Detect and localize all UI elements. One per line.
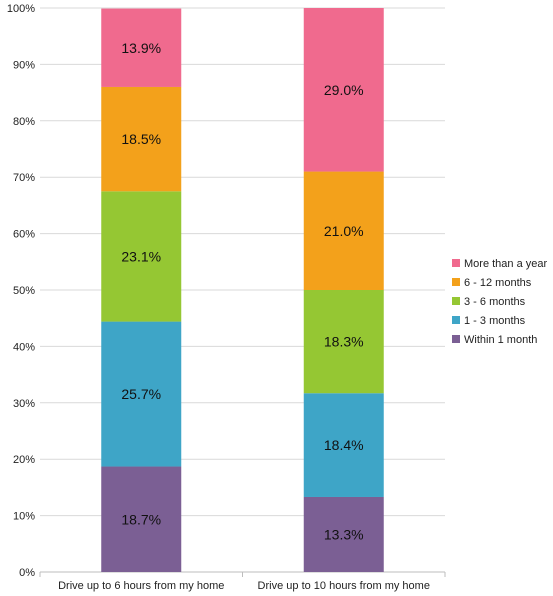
bar-segment [101, 466, 182, 572]
legend-swatch [452, 259, 460, 267]
gridlines [40, 7, 445, 573]
y-tick-label: 0% [19, 567, 35, 579]
x-tick-label: Drive up to 6 hours from my home [58, 580, 224, 592]
legend-label: 6 - 12 months [464, 277, 532, 289]
y-tick-label: 20% [13, 454, 35, 466]
bar-segment [101, 8, 182, 87]
legend-label: Within 1 month [464, 334, 537, 346]
bar-segment [101, 321, 182, 467]
y-tick-label: 50% [13, 285, 35, 297]
data-label: 25.7% [121, 386, 161, 402]
bar-segment [303, 393, 384, 497]
data-label: 18.4% [324, 437, 364, 453]
bar-segment [303, 171, 384, 290]
y-tick-label: 100% [7, 3, 35, 15]
x-axis: Drive up to 6 hours from my home Drive up… [39, 572, 446, 592]
y-tick-label: 90% [13, 59, 35, 71]
legend-label: 1 - 3 months [464, 315, 526, 327]
data-label: 18.5% [121, 131, 161, 147]
y-tick-label: 40% [13, 341, 35, 353]
data-label: 18.3% [324, 334, 364, 350]
legend-swatch [452, 335, 460, 343]
legend: More than a year 6 - 12 months 3 - 6 month… [452, 258, 547, 346]
data-label: 21.0% [324, 223, 364, 239]
data-label: 23.1% [121, 248, 161, 264]
bar-segment [101, 191, 182, 322]
bar-segment [303, 290, 384, 394]
bars [101, 8, 384, 572]
data-label: 13.3% [324, 526, 364, 542]
data-label: 29.0% [324, 82, 364, 98]
legend-label: 3 - 6 months [464, 296, 526, 308]
y-tick-label: 30% [13, 398, 35, 410]
x-tick-label: Drive up to 10 hours from my home [258, 580, 430, 592]
y-tick-label: 60% [13, 229, 35, 241]
legend-label: More than a year [464, 258, 547, 270]
y-tick-label: 70% [13, 172, 35, 184]
legend-swatch [452, 316, 460, 324]
legend-swatch [452, 297, 460, 305]
data-label: 13.9% [121, 40, 161, 56]
y-tick-label: 80% [13, 116, 35, 128]
bar-segment [303, 8, 384, 172]
bar-segment [303, 496, 384, 572]
bar-segment [101, 86, 182, 192]
data-label: 18.7% [121, 511, 161, 527]
legend-swatch [452, 278, 460, 286]
y-tick-label: 10% [13, 511, 35, 523]
data-labels: 18.7% 25.7% 23.1% 18.5% 13.9% 13.3% 18.4% 18.3%… [121, 40, 363, 543]
y-axis: 0% 10% 20% 30% 40% 50% 60% 70% 80% 90% 100% [7, 3, 35, 579]
